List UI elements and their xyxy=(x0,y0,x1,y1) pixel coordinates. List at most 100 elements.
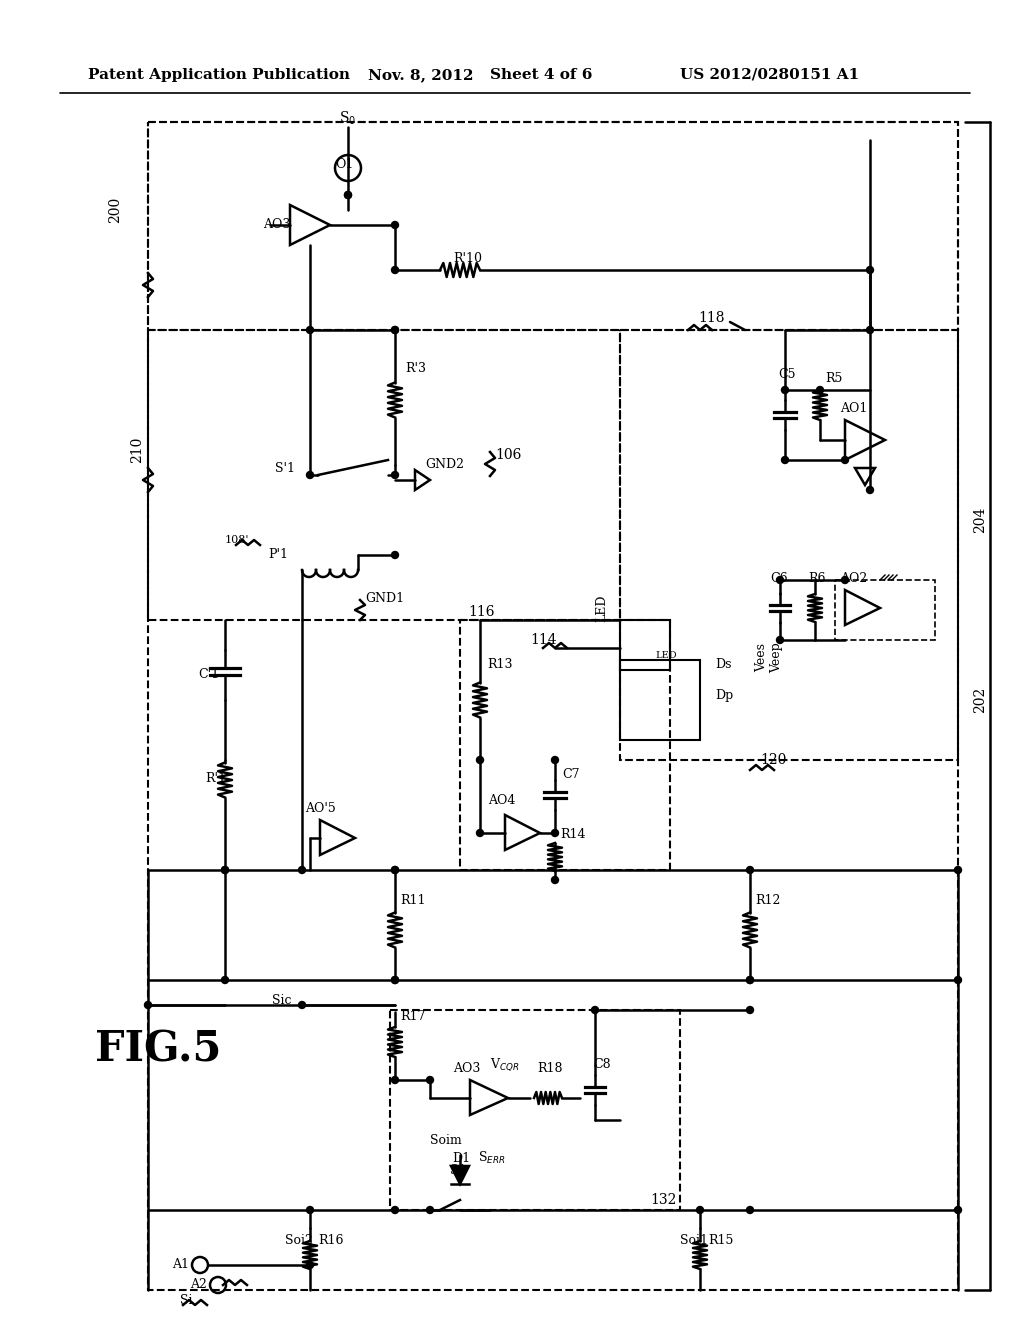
Circle shape xyxy=(306,326,313,334)
Circle shape xyxy=(866,487,873,494)
Circle shape xyxy=(391,267,398,273)
Text: Patent Application Publication: Patent Application Publication xyxy=(88,69,350,82)
Text: US 2012/0280151 A1: US 2012/0280151 A1 xyxy=(680,69,859,82)
Circle shape xyxy=(391,1206,398,1213)
Text: Ds: Ds xyxy=(715,659,731,672)
Text: Soi1: Soi1 xyxy=(680,1233,708,1246)
Text: 202: 202 xyxy=(973,686,987,713)
Text: R'10: R'10 xyxy=(453,252,482,264)
Circle shape xyxy=(746,1006,754,1014)
Polygon shape xyxy=(451,1166,469,1184)
Bar xyxy=(148,121,958,1290)
Text: R11: R11 xyxy=(400,894,426,907)
Text: R15: R15 xyxy=(708,1233,733,1246)
Circle shape xyxy=(391,977,398,983)
Text: R17: R17 xyxy=(400,1011,425,1023)
Text: S'1: S'1 xyxy=(275,462,295,474)
Text: C'1: C'1 xyxy=(198,668,219,681)
Text: A2: A2 xyxy=(190,1279,207,1291)
Text: R'1: R'1 xyxy=(205,771,226,784)
Text: 118: 118 xyxy=(698,312,725,325)
Circle shape xyxy=(816,387,823,393)
Text: Veep: Veep xyxy=(770,643,783,673)
Circle shape xyxy=(427,1077,433,1084)
Bar xyxy=(148,121,958,330)
Text: 120: 120 xyxy=(760,752,786,767)
Circle shape xyxy=(427,1206,433,1213)
Text: A1: A1 xyxy=(172,1258,189,1271)
Circle shape xyxy=(299,866,305,874)
Circle shape xyxy=(746,866,754,874)
Circle shape xyxy=(746,977,754,983)
Text: C8: C8 xyxy=(593,1059,610,1072)
Text: C7: C7 xyxy=(562,768,580,781)
Text: S$_{ERR}$: S$_{ERR}$ xyxy=(478,1150,506,1166)
Circle shape xyxy=(781,457,788,463)
Circle shape xyxy=(391,866,398,874)
Text: GND2: GND2 xyxy=(425,458,464,471)
Text: AO3: AO3 xyxy=(453,1061,480,1074)
Circle shape xyxy=(344,191,351,198)
Circle shape xyxy=(954,866,962,874)
Circle shape xyxy=(552,876,558,883)
Circle shape xyxy=(776,577,783,583)
Circle shape xyxy=(221,866,228,874)
Text: 106: 106 xyxy=(495,447,521,462)
Circle shape xyxy=(476,829,483,837)
Text: R16: R16 xyxy=(318,1233,343,1246)
Circle shape xyxy=(476,756,483,763)
Text: Sheet 4 of 6: Sheet 4 of 6 xyxy=(490,69,592,82)
Text: 132: 132 xyxy=(650,1193,677,1206)
Circle shape xyxy=(954,977,962,983)
Text: Soi2: Soi2 xyxy=(285,1233,313,1246)
Text: S$_0$: S$_0$ xyxy=(339,110,356,127)
Bar xyxy=(148,330,620,620)
Text: AO4: AO4 xyxy=(488,793,515,807)
Text: Nov. 8, 2012: Nov. 8, 2012 xyxy=(368,69,473,82)
Circle shape xyxy=(552,829,558,837)
Circle shape xyxy=(221,866,228,874)
Circle shape xyxy=(344,191,351,198)
Text: D1: D1 xyxy=(452,1151,470,1164)
Text: P'1: P'1 xyxy=(268,549,288,561)
Bar xyxy=(390,1010,680,1210)
Text: AO1: AO1 xyxy=(840,401,867,414)
Circle shape xyxy=(552,756,558,763)
Text: LED: LED xyxy=(655,651,677,660)
Circle shape xyxy=(144,1002,152,1008)
Circle shape xyxy=(306,1262,313,1269)
Text: LED: LED xyxy=(595,594,608,622)
Text: R12: R12 xyxy=(755,894,780,907)
Circle shape xyxy=(746,977,754,983)
Text: 200: 200 xyxy=(108,197,122,223)
Circle shape xyxy=(842,577,849,583)
Bar xyxy=(620,660,700,741)
Text: C6: C6 xyxy=(770,572,787,585)
Circle shape xyxy=(391,977,398,983)
Text: GND1: GND1 xyxy=(365,591,404,605)
Circle shape xyxy=(842,457,849,463)
Text: AO3: AO3 xyxy=(263,219,291,231)
Circle shape xyxy=(746,1206,754,1213)
Text: 210: 210 xyxy=(130,437,144,463)
Text: R'3: R'3 xyxy=(406,362,426,375)
Circle shape xyxy=(866,267,873,273)
Text: R18: R18 xyxy=(537,1061,562,1074)
Text: 108': 108' xyxy=(225,535,250,545)
Text: 116: 116 xyxy=(468,605,495,619)
Circle shape xyxy=(391,222,398,228)
Bar xyxy=(835,579,935,640)
Text: O1: O1 xyxy=(335,157,353,170)
Text: Soim: Soim xyxy=(430,1134,462,1147)
Circle shape xyxy=(391,471,398,479)
Text: R6: R6 xyxy=(808,572,825,585)
Text: V$_{CQR}$: V$_{CQR}$ xyxy=(490,1056,519,1073)
Text: FIG.5: FIG.5 xyxy=(95,1030,221,1071)
Text: 114: 114 xyxy=(530,634,557,647)
Text: R14: R14 xyxy=(560,829,586,842)
Circle shape xyxy=(592,1006,598,1014)
Bar xyxy=(620,620,670,671)
Circle shape xyxy=(391,326,398,334)
Text: Si: Si xyxy=(180,1294,193,1307)
Text: 204: 204 xyxy=(973,507,987,533)
